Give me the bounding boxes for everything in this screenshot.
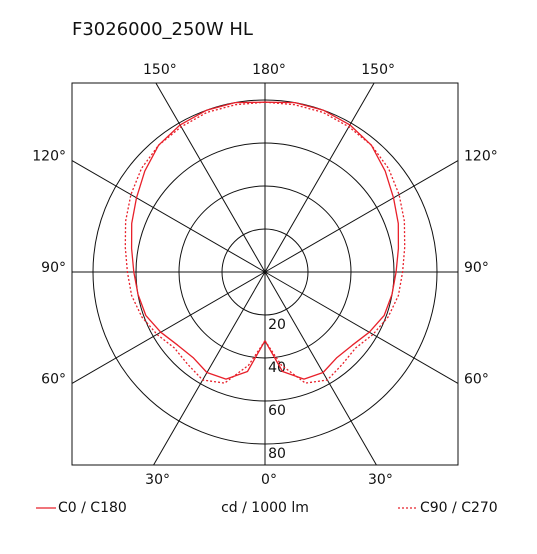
angle-label: 120° bbox=[32, 149, 66, 165]
radial-line bbox=[153, 271, 266, 466]
curve bbox=[124, 101, 266, 384]
angle-label: 90° bbox=[464, 260, 489, 276]
angle-label: 180° bbox=[252, 62, 286, 78]
chart-title: F3026000_250W HL bbox=[72, 19, 253, 40]
radial-line bbox=[264, 271, 459, 384]
legend-label: C0 / C180 bbox=[58, 500, 127, 516]
r-tick-label: 20 bbox=[268, 317, 286, 333]
angle-label: 60° bbox=[464, 371, 489, 387]
curve bbox=[264, 101, 406, 384]
angle-label: 90° bbox=[41, 260, 66, 276]
radial-line bbox=[71, 160, 266, 273]
angle-label: 150° bbox=[361, 62, 395, 78]
r-tick-label: 40 bbox=[268, 360, 286, 376]
radial-line bbox=[264, 160, 459, 273]
r-tick-label: 60 bbox=[268, 403, 286, 419]
r-tick-label: 80 bbox=[268, 446, 286, 462]
unit-label: cd / 1000 lm bbox=[221, 500, 309, 516]
angle-label: 60° bbox=[41, 371, 66, 387]
radial-line bbox=[155, 82, 266, 273]
curve bbox=[264, 101, 400, 380]
angle-label: 30° bbox=[368, 472, 393, 488]
radial-line bbox=[264, 82, 375, 273]
angle-label: 150° bbox=[143, 62, 177, 78]
angle-label: 30° bbox=[145, 472, 170, 488]
radial-line bbox=[71, 271, 266, 384]
angle-label: 0° bbox=[261, 472, 277, 488]
curve bbox=[130, 101, 266, 380]
angle-label: 120° bbox=[464, 149, 498, 165]
radial-line bbox=[264, 271, 377, 466]
legend-label: C90 / C270 bbox=[420, 500, 498, 516]
